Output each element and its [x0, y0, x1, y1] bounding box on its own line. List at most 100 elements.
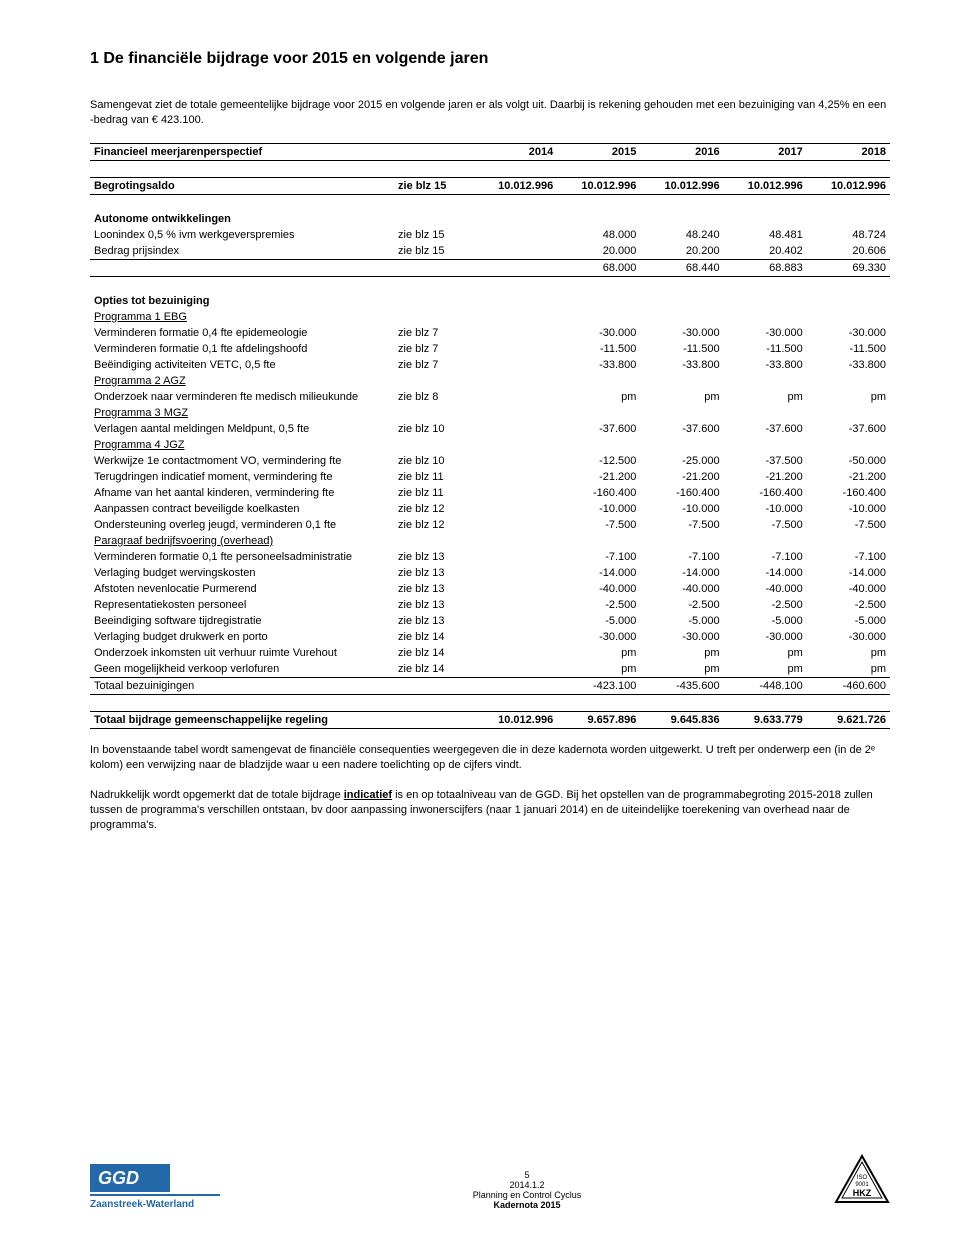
footer-line1: 2014.1.2	[220, 1180, 834, 1190]
intro-amount: € 423.100.	[152, 114, 204, 126]
cell: 68.883	[724, 259, 807, 276]
cell: -21.200	[724, 469, 807, 485]
cell: -30.000	[724, 325, 807, 341]
cell: -11.500	[557, 341, 640, 357]
cell: 9.645.836	[640, 711, 723, 728]
cell: -7.500	[557, 517, 640, 533]
row-ref: zie blz 13	[394, 581, 474, 597]
row-ref: zie blz 15	[394, 243, 474, 260]
cell: 10.012.996	[557, 177, 640, 194]
cell: -30.000	[724, 629, 807, 645]
row-ref: zie blz 15	[394, 227, 474, 243]
cell: 10.012.996	[724, 177, 807, 194]
table-row: Werkwijze 1e contactmoment VO, verminder…	[90, 453, 890, 469]
cell	[474, 629, 557, 645]
cell	[474, 469, 557, 485]
cell: -2.500	[557, 597, 640, 613]
cell: pm	[724, 645, 807, 661]
cell	[474, 485, 557, 501]
cell	[474, 517, 557, 533]
row-label: Afstoten nevenlocatie Purmerend	[90, 581, 394, 597]
spacer-row	[90, 694, 890, 711]
row-ref: zie blz 14	[394, 629, 474, 645]
cell: -30.000	[640, 629, 723, 645]
row-label: Verlaging budget drukwerk en porto	[90, 629, 394, 645]
cell: -40.000	[724, 581, 807, 597]
body2-bold: indicatief	[344, 789, 392, 801]
row-ref: zie blz 11	[394, 469, 474, 485]
cell: -14.000	[557, 565, 640, 581]
cell: -2.500	[724, 597, 807, 613]
cell	[474, 613, 557, 629]
cell: 20.606	[807, 243, 890, 260]
cell: 68.000	[557, 259, 640, 276]
cell: 9.657.896	[557, 711, 640, 728]
group-header-row: Paragraaf bedrijfsvoering (overhead)	[90, 533, 890, 549]
row-label: Onderzoek inkomsten uit verhuur ruimte V…	[90, 645, 394, 661]
cell: -10.000	[557, 501, 640, 517]
cell: pm	[640, 645, 723, 661]
cell: -14.000	[807, 565, 890, 581]
cell: 48.000	[557, 227, 640, 243]
cell: -423.100	[557, 677, 640, 694]
cell: pm	[724, 389, 807, 405]
row-ref: zie blz 12	[394, 501, 474, 517]
begrotingsaldo-label: Begrotingsaldo	[90, 177, 394, 194]
cell: 48.724	[807, 227, 890, 243]
row-ref: zie blz 7	[394, 341, 474, 357]
row-label: Verminderen formatie 0,4 fte epidemeolog…	[90, 325, 394, 341]
cell: -160.400	[807, 485, 890, 501]
row-label: Beeindiging software tijdregistratie	[90, 613, 394, 629]
page-title: 1 De financiële bijdrage voor 2015 en vo…	[90, 50, 890, 68]
cell	[474, 565, 557, 581]
cell: -5.000	[640, 613, 723, 629]
body-paragraph-1: In bovenstaande tabel wordt samengevat d…	[90, 743, 890, 774]
year-2015: 2015	[557, 143, 640, 160]
table-row: Afstoten nevenlocatie Purmerend zie blz …	[90, 581, 890, 597]
cell: -7.100	[807, 549, 890, 565]
cell: -40.000	[557, 581, 640, 597]
cell: -7.100	[557, 549, 640, 565]
cell: 9.621.726	[807, 711, 890, 728]
row-ref: zie blz 13	[394, 597, 474, 613]
cell: pm	[807, 645, 890, 661]
group-header: Programma 3 MGZ	[90, 405, 890, 421]
row-ref: zie blz 8	[394, 389, 474, 405]
cell: 48.481	[724, 227, 807, 243]
row-label: Onderzoek naar verminderen fte medisch m…	[90, 389, 394, 405]
table-row: Onderzoek naar verminderen fte medisch m…	[90, 389, 890, 405]
cell: -10.000	[724, 501, 807, 517]
cell: -7.500	[640, 517, 723, 533]
cell: -11.500	[724, 341, 807, 357]
svg-text:ISO: ISO	[857, 1175, 868, 1181]
row-ref: zie blz 7	[394, 325, 474, 341]
body-paragraph-2: Nadrukkelijk wordt opgemerkt dat de tota…	[90, 788, 890, 834]
cell: -12.500	[557, 453, 640, 469]
table-row: Afname van het aantal kinderen, verminde…	[90, 485, 890, 501]
spacer-row	[90, 276, 890, 293]
autonome-subtotal-row: 68.000 68.440 68.883 69.330	[90, 259, 890, 276]
cell: -30.000	[557, 629, 640, 645]
row-ref: zie blz 13	[394, 613, 474, 629]
cell: pm	[557, 645, 640, 661]
opties-title-row: Opties tot bezuiniging	[90, 293, 890, 309]
row-label: Beëindiging activiteiten VETC, 0,5 fte	[90, 357, 394, 373]
cell: pm	[640, 389, 723, 405]
cell: -2.500	[640, 597, 723, 613]
table-row: Verminderen formatie 0,4 fte epidemeolog…	[90, 325, 890, 341]
cell: 10.012.996	[474, 711, 557, 728]
cell: -5.000	[557, 613, 640, 629]
row-ref: zie blz 12	[394, 517, 474, 533]
row-label: Verlaging budget wervingskosten	[90, 565, 394, 581]
cell	[474, 357, 557, 373]
grand-total-row: Totaal bijdrage gemeenschappelijke regel…	[90, 711, 890, 728]
spacer-row	[90, 194, 890, 211]
hkz-logo: ISO 9001 HKZ	[834, 1154, 890, 1210]
cell: -33.800	[557, 357, 640, 373]
group-header: Programma 2 AGZ	[90, 373, 890, 389]
cell: pm	[557, 389, 640, 405]
cell: -7.500	[807, 517, 890, 533]
row-label: Verminderen formatie 0,1 fte personeelsa…	[90, 549, 394, 565]
opties-title: Opties tot bezuiniging	[90, 293, 890, 309]
table-row: Loonindex 0,5 % ivm werkgeverspremies zi…	[90, 227, 890, 243]
